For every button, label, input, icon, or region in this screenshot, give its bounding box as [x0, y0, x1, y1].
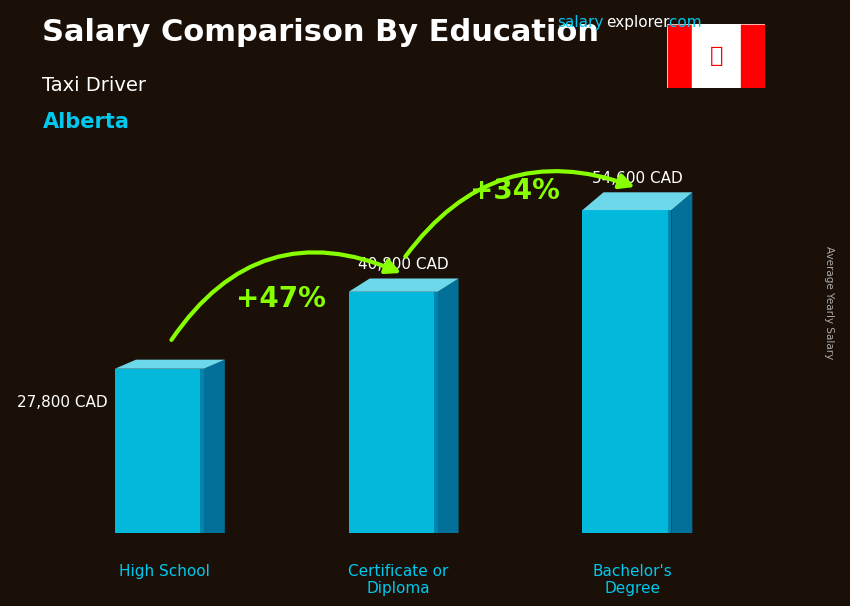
Polygon shape: [434, 291, 438, 533]
Bar: [667, 24, 692, 88]
Text: +34%: +34%: [470, 177, 559, 205]
Polygon shape: [115, 368, 204, 533]
Polygon shape: [201, 368, 204, 533]
Text: Salary Comparison By Education: Salary Comparison By Education: [42, 18, 599, 47]
FancyArrowPatch shape: [172, 252, 397, 340]
Text: Alberta: Alberta: [42, 112, 129, 132]
Polygon shape: [204, 360, 224, 533]
Bar: [740, 24, 765, 88]
Text: explorer: explorer: [606, 15, 670, 30]
Text: .com: .com: [665, 15, 702, 30]
Polygon shape: [438, 279, 459, 533]
Text: Average Yearly Salary: Average Yearly Salary: [824, 247, 834, 359]
Text: Taxi Driver: Taxi Driver: [42, 76, 146, 95]
Polygon shape: [582, 192, 692, 210]
Text: 🍁: 🍁: [710, 46, 722, 66]
Text: Bachelor's
Degree: Bachelor's Degree: [592, 564, 672, 596]
Text: salary: salary: [557, 15, 604, 30]
Polygon shape: [582, 210, 672, 533]
Bar: [692, 24, 740, 88]
Polygon shape: [348, 291, 438, 533]
Text: +47%: +47%: [236, 285, 326, 313]
Text: 54,600 CAD: 54,600 CAD: [592, 171, 683, 186]
Text: Certificate or
Diploma: Certificate or Diploma: [348, 564, 449, 596]
Polygon shape: [672, 192, 692, 533]
Text: High School: High School: [119, 564, 210, 579]
Text: 40,800 CAD: 40,800 CAD: [359, 257, 449, 272]
Text: 27,800 CAD: 27,800 CAD: [17, 395, 108, 410]
Polygon shape: [115, 360, 224, 368]
FancyArrowPatch shape: [405, 171, 631, 256]
Polygon shape: [348, 279, 459, 291]
Polygon shape: [668, 210, 672, 533]
